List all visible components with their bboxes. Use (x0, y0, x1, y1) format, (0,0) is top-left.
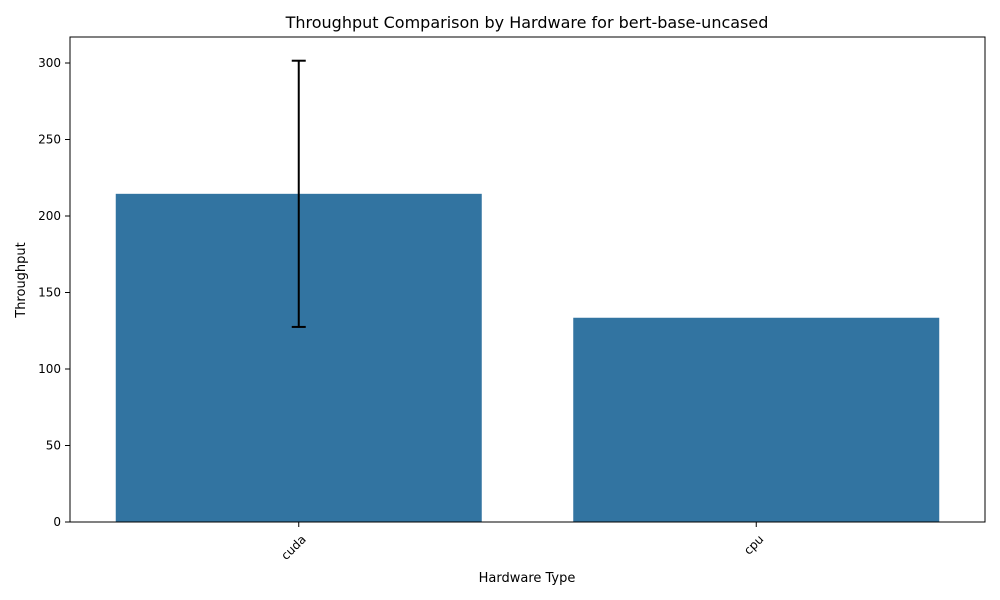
bar-cpu (573, 317, 940, 522)
y-tick-label: 300 (38, 56, 61, 70)
y-tick-label: 150 (38, 286, 61, 300)
chart-title: Throughput Comparison by Hardware for be… (285, 13, 769, 32)
x-tick-label-cuda: cuda (278, 532, 309, 563)
y-tick-label: 200 (38, 209, 61, 223)
y-tick-label: 100 (38, 362, 61, 376)
y-tick-label: 50 (46, 439, 61, 453)
bars-group (115, 193, 940, 522)
x-axis-label: Hardware Type (479, 571, 576, 586)
plot-border (69, 36, 986, 523)
error-bars-group (291, 59, 306, 328)
y-tick-label: 0 (53, 515, 61, 529)
x-axis: cuda cpu (278, 522, 766, 563)
y-axis-label: Throughput (14, 242, 29, 319)
y-axis: 0 50 100 150 200 250 300 (38, 56, 70, 529)
x-tick-label-cpu: cpu (741, 532, 766, 557)
y-tick-label: 250 (38, 133, 61, 147)
plot-frame (69, 36, 986, 523)
